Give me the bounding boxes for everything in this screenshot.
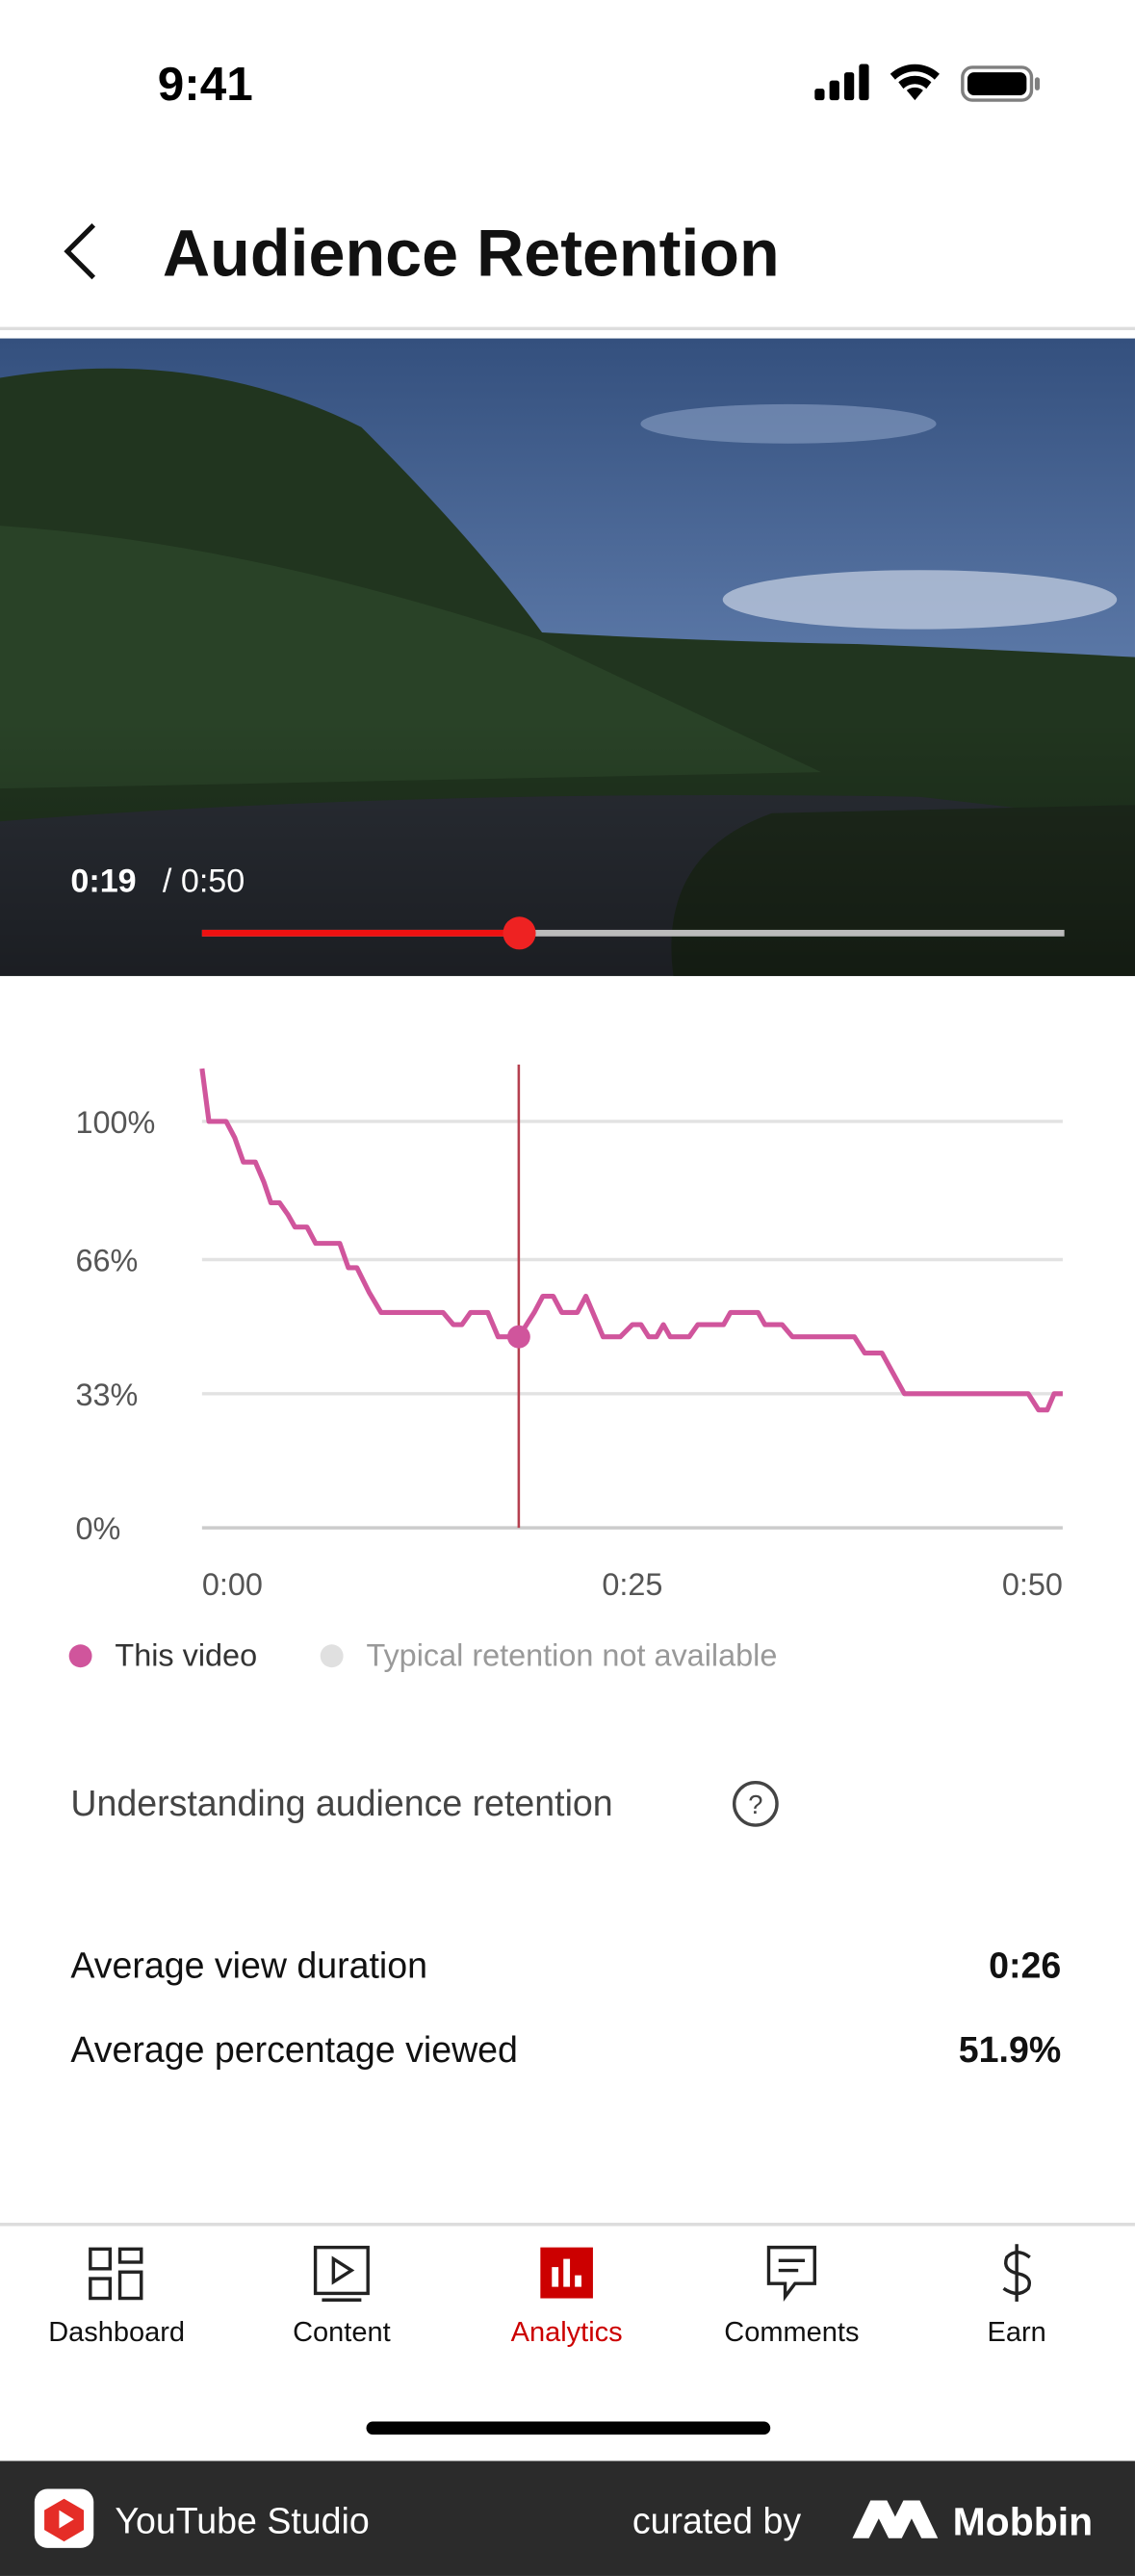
stat-label: Average view duration xyxy=(70,1945,427,1986)
stat-label: Average percentage viewed xyxy=(70,2029,518,2070)
x-tick-label: 0:00 xyxy=(202,1567,263,1602)
nav-item[interactable]: Earn xyxy=(988,2317,1046,2348)
brand-logo xyxy=(852,2500,939,2538)
footer-brand: Mobbin xyxy=(953,2499,1093,2543)
back-button[interactable] xyxy=(64,222,96,280)
footer-curated: curated by xyxy=(632,2501,801,2541)
nav-item[interactable]: Content xyxy=(293,2317,391,2348)
nav-icons xyxy=(89,2244,1032,2302)
help-icon[interactable] xyxy=(732,1780,779,1827)
playhead-point xyxy=(506,1325,530,1349)
nav-icon-bars xyxy=(552,2258,581,2287)
footer-app: YouTube Studio xyxy=(115,2501,369,2541)
help-icon-glyph: ? xyxy=(748,1790,762,1819)
nav-item[interactable]: Dashboard xyxy=(48,2317,185,2348)
legend-dot xyxy=(320,1644,344,1668)
progress-played xyxy=(201,929,520,937)
home-indicator xyxy=(366,2421,771,2435)
legend-label: This video xyxy=(115,1637,257,1672)
help-link[interactable]: Understanding audience retention xyxy=(70,1783,612,1823)
progress-handle[interactable] xyxy=(503,916,536,950)
legend-note: Typical retention not available xyxy=(366,1637,777,1672)
nav-item-active[interactable]: Analytics xyxy=(511,2317,623,2348)
stat-value: 0:26 xyxy=(989,1945,1061,1986)
x-tick-label: 0:25 xyxy=(602,1567,662,1602)
page-title: Audience Retention xyxy=(163,218,780,291)
y-tick-label: 100% xyxy=(75,1105,155,1140)
x-tick-label: 0:50 xyxy=(1002,1567,1063,1602)
nav-item[interactable]: Comments xyxy=(724,2317,859,2348)
status-time: 9:41 xyxy=(158,58,253,111)
video-duration: / 0:50 xyxy=(163,863,245,900)
legend-dot xyxy=(68,1644,92,1668)
video-current-time: 0:19 xyxy=(70,863,136,900)
footer-bar xyxy=(0,2460,1135,2576)
y-tick-label: 66% xyxy=(75,1243,138,1277)
status-icons xyxy=(814,64,1041,102)
y-tick-label: 0% xyxy=(75,1511,120,1546)
progress-track[interactable] xyxy=(201,929,1065,937)
app-logo-play xyxy=(59,2510,74,2529)
retention-line xyxy=(199,1068,1063,1413)
stat-value: 51.9% xyxy=(959,2029,1061,2070)
y-tick-label: 33% xyxy=(75,1378,138,1412)
